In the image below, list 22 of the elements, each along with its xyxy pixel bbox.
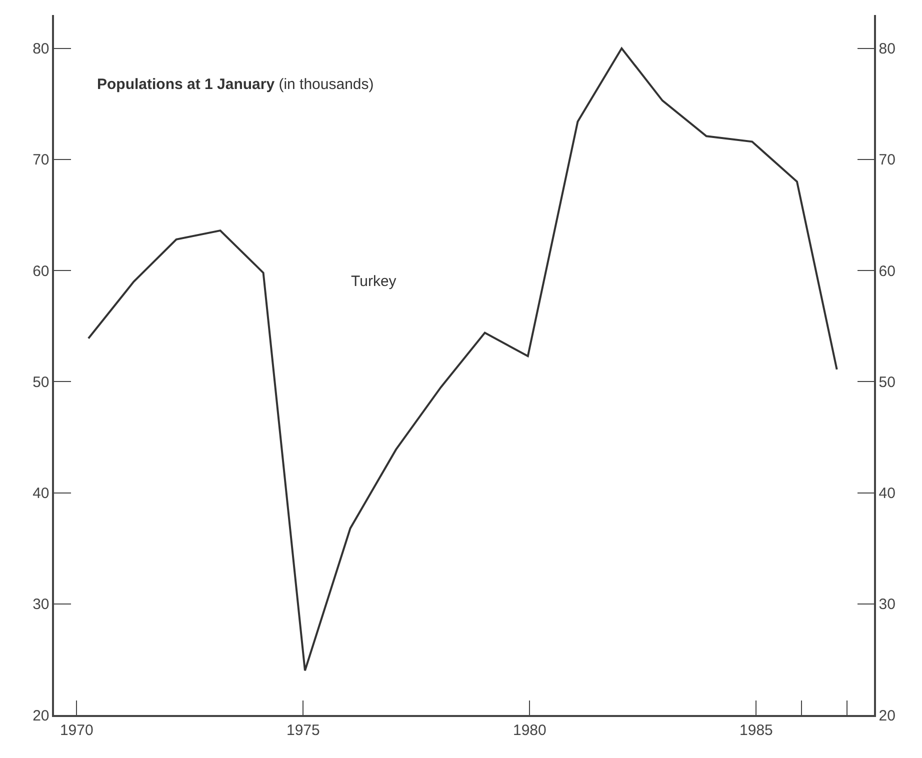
text: (in thousands) [278, 76, 374, 93]
y-tick-label: 30 [32, 596, 50, 614]
y-tick-label: 80 [32, 40, 50, 58]
y2-tick-label: 70 [878, 152, 896, 169]
y2-tick-label: 60 [878, 262, 896, 280]
x-tick-label: 1975 [286, 722, 320, 739]
y-tick-label: 60 [32, 262, 50, 280]
y2-tick-label: 50 [878, 374, 896, 391]
y-tick-label: 70 [32, 152, 50, 169]
y2-tick-label: 40 [878, 485, 896, 502]
line-series [87, 47, 838, 672]
y-tick-label: 40 [32, 485, 50, 502]
y2-tick-label: 30 [878, 596, 896, 614]
x-tick-label: 1985 [740, 722, 773, 739]
y2-tick-label: 20 [878, 707, 896, 724]
x-tick-label: 1970 [60, 722, 94, 739]
text: Turkey [351, 273, 397, 290]
x-tick-label: 1980 [513, 722, 546, 739]
y-tick-label: 50 [32, 374, 50, 391]
text: Populations at 1 January [97, 76, 276, 93]
y2-tick-label: 80 [878, 40, 896, 58]
y-tick-label: 20 [32, 707, 50, 724]
